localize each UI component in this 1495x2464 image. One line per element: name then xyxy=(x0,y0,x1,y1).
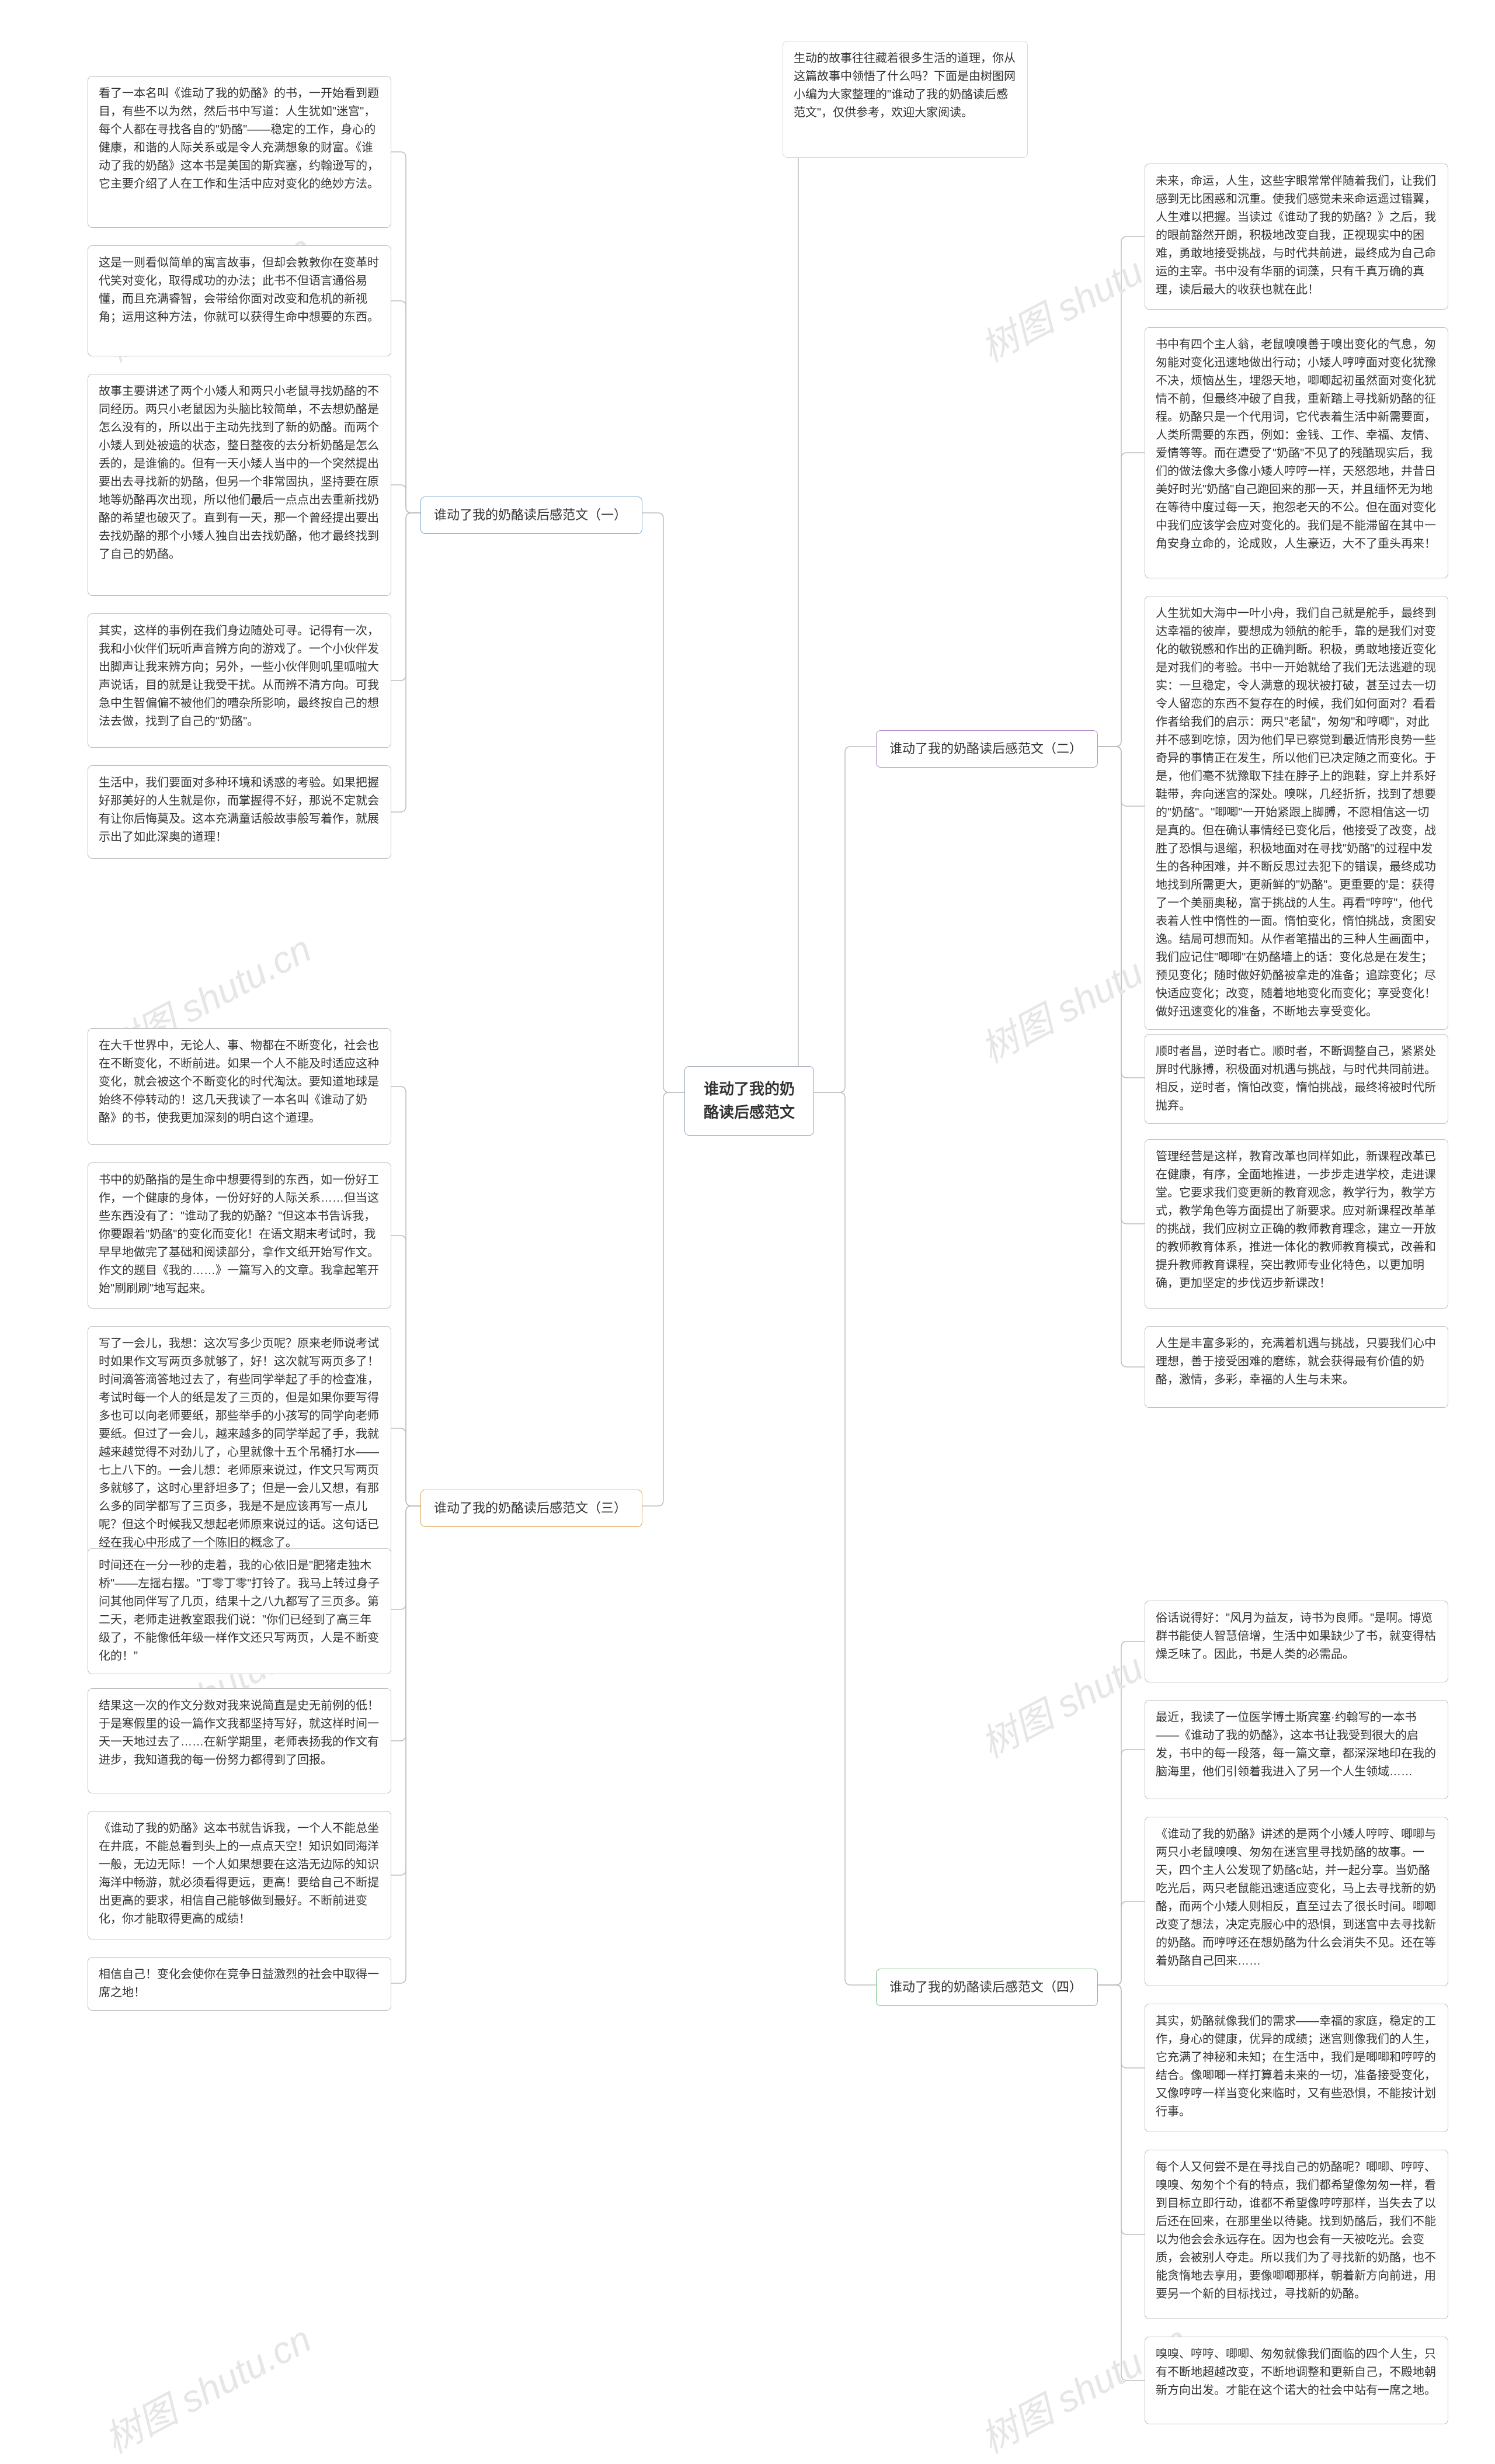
leaf-b1-2-text: 故事主要讲述了两个小矮人和两只小老鼠寻找奶酪的不同经历。两只小老鼠因为头脑比较简… xyxy=(99,385,379,561)
leaf-b2-1: 书中有四个主人翁，老鼠嗅嗅善于嗅出变化的气息，匆匆能对变化迅速地做出行动；小矮人… xyxy=(1145,327,1448,578)
leaf-b3-1: 书中的奶酪指的是生命中想要得到的东西，如一份好工作，一个健康的身体，一份好好的人… xyxy=(88,1162,391,1309)
leaf-b2-0: 未来，命运，人生，这些字眼常常伴随着我们，让我们感到无比困惑和沉重。使我们感觉未… xyxy=(1145,164,1448,310)
leaf-b3-2-text: 写了一会儿，我想：这次写多少页呢？原来老师说考试时如果作文写两页多就够了，好！这… xyxy=(99,1337,379,1549)
leaf-b2-0-text: 未来，命运，人生，这些字眼常常伴随着我们，让我们感到无比困惑和沉重。使我们感觉未… xyxy=(1156,175,1436,296)
leaf-b2-4-text: 管理经营是这样，教育改革也同样如此，新课程改革已在健康，有序，全面地推进，一步步… xyxy=(1156,1150,1436,1290)
branch-b3: 谁动了我的奶酪读后感范文（三） xyxy=(420,1490,642,1527)
leaf-b3-3-text: 时间还在一分一秒的走着，我的心依旧是"肥猪走独木桥"——左摇右摆。"丁零丁零"打… xyxy=(99,1559,380,1663)
root-node-text: 谁动了我的奶酪读后感范文 xyxy=(704,1080,795,1121)
intro-node-text: 生动的故事往往藏着很多生活的道理，你从这篇故事中领悟了什么吗？下面是由树图网小编… xyxy=(794,52,1016,119)
leaf-b2-5: 人生是丰富多彩的，充满着机遇与挑战，只要我们心中理想，善于接受困难的磨练，就会获… xyxy=(1145,1326,1448,1408)
leaf-b1-1: 这是一则看似简单的寓言故事，但却会敦敦你在变革时代笑对变化，取得成功的办法；此书… xyxy=(88,245,391,356)
leaf-b4-5-text: 嗅嗅、哼哼、唧唧、匆匆就像我们面临的四个人生，只有不断地超越改变，不断地调整和更… xyxy=(1156,2348,1436,2397)
leaf-b4-5: 嗅嗅、哼哼、唧唧、匆匆就像我们面临的四个人生，只有不断地超越改变，不断地调整和更… xyxy=(1145,2337,1448,2424)
root-node: 谁动了我的奶酪读后感范文 xyxy=(684,1066,814,1136)
watermark: 树图 shutu.cn xyxy=(94,2310,319,2463)
leaf-b4-3: 其实，奶酪就像我们的需求——幸福的家庭，稳定的工作，身心的健康，优异的成绩；迷宫… xyxy=(1145,2004,1448,2132)
watermark-text: 树图 shutu.cn xyxy=(98,2318,318,2462)
leaf-b3-2: 写了一会儿，我想：这次写多少页呢？原来老师说考试时如果作文写两页多就够了，好！这… xyxy=(88,1326,391,1561)
branch-b2: 谁动了我的奶酪读后感范文（二） xyxy=(876,730,1098,768)
leaf-b1-2: 故事主要讲述了两个小矮人和两只小老鼠寻找奶酪的不同经历。两只小老鼠因为头脑比较简… xyxy=(88,374,391,596)
leaf-b3-6: 相信自己！变化会使你在竞争日益激烈的社会中取得一席之地！ xyxy=(88,1957,391,2011)
branch-b3-text: 谁动了我的奶酪读后感范文（三） xyxy=(434,1501,627,1515)
leaf-b2-4: 管理经营是这样，教育改革也同样如此，新课程改革已在健康，有序，全面地推进，一步步… xyxy=(1145,1139,1448,1309)
leaf-b3-6-text: 相信自己！变化会使你在竞争日益激烈的社会中取得一席之地！ xyxy=(99,1968,379,1999)
leaf-b3-5: 《谁动了我的奶酪》这本书就告诉我，一个人不能总坐在井底，不能总看到头上的一点点天… xyxy=(88,1811,391,1939)
leaf-b1-0-text: 看了一本名叫《谁动了我的奶酪》的书，一开始看到题目，有些不以为然，然后书中写道：… xyxy=(99,87,379,190)
leaf-b4-1: 最近，我读了一位医学博士斯宾塞·约翰写的一本书——《谁动了我的奶酪》，这本书让我… xyxy=(1145,1700,1448,1799)
leaf-b4-0-text: 俗话说得好："风月为益友，诗书为良师。"是啊。博览群书能使人智慧倍增，生活中如果… xyxy=(1156,1612,1436,1661)
leaf-b3-0-text: 在大千世界中，无论人、事、物都在不断变化，社会也在不断变化，不断前进。如果一个人… xyxy=(99,1039,379,1125)
leaf-b1-1-text: 这是一则看似简单的寓言故事，但却会敦敦你在变革时代笑对变化，取得成功的办法；此书… xyxy=(99,256,379,324)
leaf-b1-4-text: 生活中，我们要面对多种环境和诱惑的考验。如果把握好那美好的人生就是你，而掌握得不… xyxy=(99,776,379,844)
branch-b1: 谁动了我的奶酪读后感范文（一） xyxy=(420,497,642,534)
leaf-b1-0: 看了一本名叫《谁动了我的奶酪》的书，一开始看到题目，有些不以为然，然后书中写道：… xyxy=(88,76,391,228)
leaf-b4-2: 《谁动了我的奶酪》讲述的是两个小矮人哼哼、唧唧与两只小老鼠嗅嗅、匆匆在迷宫里寻找… xyxy=(1145,1817,1448,1986)
leaf-b2-3: 顺时者昌，逆时者亡。顺时者，不断调整自己，紧紧处屏时代脉搏，积极面对机遇与挑战，… xyxy=(1145,1034,1448,1124)
leaf-b2-2: 人生犹如大海中一叶小舟，我们自己就是舵手，最终到达幸福的彼岸，要想成为领航的舵手… xyxy=(1145,596,1448,1030)
leaf-b2-3-text: 顺时者昌，逆时者亡。顺时者，不断调整自己，紧紧处屏时代脉搏，积极面对机遇与挑战，… xyxy=(1156,1045,1436,1112)
leaf-b3-4-text: 结果这一次的作文分数对我来说简直是史无前例的低！于是寒假里的设一篇作文我都坚持写… xyxy=(99,1699,379,1767)
mindmap-stage: 树图 shutu.cn树图 shutu.cn树图 shutu.cn树图 shut… xyxy=(0,0,1495,2413)
leaf-b1-4: 生活中，我们要面对多种环境和诱惑的考验。如果把握好那美好的人生就是你，而掌握得不… xyxy=(88,765,391,859)
intro-node: 生动的故事往往藏着很多生活的道理，你从这篇故事中领悟了什么吗？下面是由树图网小编… xyxy=(783,41,1028,158)
branch-b4: 谁动了我的奶酪读后感范文（四） xyxy=(876,1969,1098,2006)
branch-b4-text: 谁动了我的奶酪读后感范文（四） xyxy=(889,1980,1082,1994)
leaf-b4-4-text: 每个人又何尝不是在寻找自己的奶酪呢？唧唧、哼哼、嗅嗅、匆匆个个有的特点，我们都希… xyxy=(1156,2161,1436,2300)
leaf-b3-5-text: 《谁动了我的奶酪》这本书就告诉我，一个人不能总坐在井底，不能总看到头上的一点点天… xyxy=(99,1822,379,1925)
leaf-b2-2-text: 人生犹如大海中一叶小舟，我们自己就是舵手，最终到达幸福的彼岸，要想成为领航的舵手… xyxy=(1156,607,1436,1018)
leaf-b3-3: 时间还在一分一秒的走着，我的心依旧是"肥猪走独木桥"——左摇右摆。"丁零丁零"打… xyxy=(88,1548,391,1674)
leaf-b4-1-text: 最近，我读了一位医学博士斯宾塞·约翰写的一本书——《谁动了我的奶酪》，这本书让我… xyxy=(1156,1711,1436,1778)
leaf-b4-2-text: 《谁动了我的奶酪》讲述的是两个小矮人哼哼、唧唧与两只小老鼠嗅嗅、匆匆在迷宫里寻找… xyxy=(1156,1828,1436,1967)
branch-b1-text: 谁动了我的奶酪读后感范文（一） xyxy=(434,508,627,522)
leaf-b1-3-text: 其实，这样的事例在我们身边随处可寻。记得有一次，我和小伙伴们玩听声音辨方向的游戏… xyxy=(99,624,379,728)
leaf-b4-4: 每个人又何尝不是在寻找自己的奶酪呢？唧唧、哼哼、嗅嗅、匆匆个个有的特点，我们都希… xyxy=(1145,2150,1448,2319)
leaf-b3-1-text: 书中的奶酪指的是生命中想要得到的东西，如一份好工作，一个健康的身体，一份好好的人… xyxy=(99,1174,379,1295)
leaf-b3-4: 结果这一次的作文分数对我来说简直是史无前例的低！于是寒假里的设一篇作文我都坚持写… xyxy=(88,1688,391,1793)
leaf-b2-5-text: 人生是丰富多彩的，充满着机遇与挑战，只要我们心中理想，善于接受困难的磨练，就会获… xyxy=(1156,1337,1436,1386)
leaf-b1-3: 其实，这样的事例在我们身边随处可寻。记得有一次，我和小伙伴们玩听声音辨方向的游戏… xyxy=(88,613,391,748)
leaf-b2-1-text: 书中有四个主人翁，老鼠嗅嗅善于嗅出变化的气息，匆匆能对变化迅速地做出行动；小矮人… xyxy=(1156,338,1436,550)
leaf-b4-3-text: 其实，奶酪就像我们的需求——幸福的家庭，稳定的工作，身心的健康，优异的成绩；迷宫… xyxy=(1156,2015,1436,2118)
leaf-b4-0: 俗话说得好："风月为益友，诗书为良师。"是啊。博览群书能使人智慧倍增，生活中如果… xyxy=(1145,1601,1448,1682)
branch-b2-text: 谁动了我的奶酪读后感范文（二） xyxy=(889,741,1082,756)
leaf-b3-0: 在大千世界中，无论人、事、物都在不断变化，社会也在不断变化，不断前进。如果一个人… xyxy=(88,1028,391,1145)
